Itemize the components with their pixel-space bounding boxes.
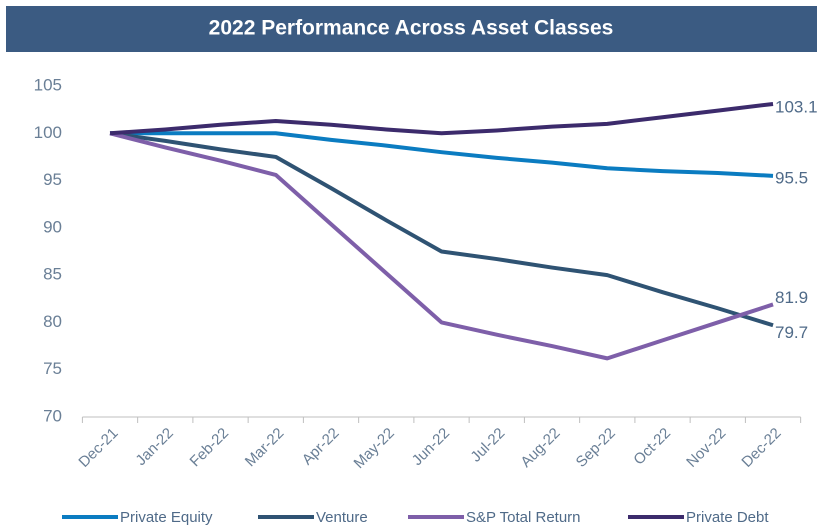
y-tick-label: 80 [43, 312, 62, 331]
y-tick-label: 75 [43, 359, 62, 378]
end-label: 95.5 [775, 168, 808, 187]
series-line [109, 131, 774, 361]
x-tick-label: Jul-22 [467, 425, 508, 466]
x-tick-label: Nov-22 [683, 425, 729, 471]
series-line [110, 131, 774, 178]
x-tick-label: Dec-22 [738, 425, 784, 471]
x-tick-label: Dec-21 [75, 425, 121, 471]
x-tick-label: Apr-22 [299, 425, 343, 469]
x-tick-label: Jan-22 [132, 425, 176, 469]
end-label: 103.1 [775, 97, 818, 116]
y-tick-label: 95 [43, 170, 62, 189]
legend-label: Private Equity [120, 509, 213, 526]
legend-label: Venture [316, 509, 368, 526]
legend-label: Private Debt [686, 509, 769, 526]
x-tick-label: Sep-22 [573, 425, 619, 471]
y-tick-label: 100 [34, 123, 62, 142]
y-tick-label: 70 [43, 406, 62, 425]
series-line [109, 131, 774, 328]
chart-title: 2022 Performance Across Asset Classes [209, 17, 614, 40]
x-tick-label: Jun-22 [409, 425, 453, 469]
series-line [109, 101, 774, 136]
y-tick-label: 90 [43, 217, 62, 236]
y-tick-label: 85 [43, 265, 62, 284]
end-label: 81.9 [775, 288, 808, 307]
x-tick-label: Feb-22 [187, 425, 233, 471]
title-bar [6, 6, 817, 52]
legend-label: S&P Total Return [466, 509, 581, 526]
x-tick-label: Mar-22 [242, 425, 288, 471]
end-label: 79.7 [775, 323, 808, 342]
x-tick-label: May-22 [351, 425, 398, 472]
y-tick-label: 105 [34, 75, 62, 94]
x-tick-label: Oct-22 [630, 425, 674, 469]
x-tick-label: Aug-22 [517, 425, 563, 471]
